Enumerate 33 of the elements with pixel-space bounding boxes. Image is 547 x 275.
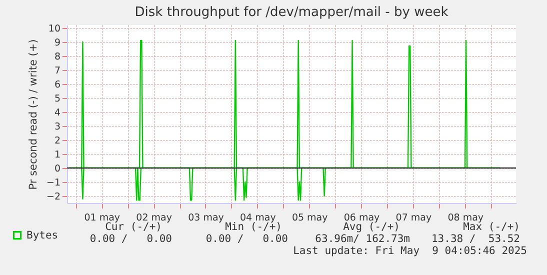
y-tick-label: 2 bbox=[54, 135, 60, 146]
y-tick-label: 8 bbox=[54, 51, 60, 62]
y-tick-label: 6 bbox=[54, 79, 60, 90]
y-tick-label: 5 bbox=[54, 93, 60, 104]
x-tick-label: 05 may bbox=[292, 212, 328, 224]
y-tick-label: 0 bbox=[54, 163, 60, 174]
x-tick-label: 07 may bbox=[396, 212, 432, 224]
text: Min (-/+) bbox=[225, 221, 282, 233]
legend-label: Bytes bbox=[26, 229, 58, 242]
y-tick-label: 3 bbox=[54, 121, 60, 132]
y-tick-label: 7 bbox=[54, 65, 60, 76]
text: 0.00 / 0.00 bbox=[206, 233, 288, 245]
y-tick-label: 10 bbox=[48, 23, 60, 34]
y-tick-label: 4 bbox=[54, 107, 60, 118]
y-tick-label: 9 bbox=[54, 37, 60, 48]
y-tick-label: 1 bbox=[54, 149, 60, 160]
x-tick-label: 02 may bbox=[136, 212, 172, 224]
y-tick-label: −2 bbox=[46, 191, 60, 202]
x-tick-label: 08 may bbox=[448, 212, 484, 224]
text: Last update: Fri May 9 04:05:46 2025 bbox=[293, 245, 527, 257]
x-tick-label: 06 may bbox=[344, 212, 380, 224]
x-tick-label: 03 may bbox=[188, 212, 224, 224]
x-tick-label: 01 may bbox=[84, 212, 120, 224]
text: Cur (-/+) bbox=[105, 221, 162, 233]
y-axis-title: Pr second read (-) / write (+) bbox=[27, 39, 40, 190]
x-tick-label: 04 may bbox=[240, 212, 276, 224]
text: 0.00 / 0.00 bbox=[90, 233, 172, 245]
y-tick-label: −1 bbox=[46, 177, 60, 188]
text: Max (-/+) bbox=[463, 221, 520, 233]
chart-title: Disk throughput for /dev/mapper/mail - by week bbox=[134, 4, 449, 20]
text: 13.38 / 53.52 bbox=[431, 233, 520, 245]
text: Avg (-/+) bbox=[343, 221, 400, 233]
text: 63.96m/ 162.73m bbox=[315, 233, 410, 245]
